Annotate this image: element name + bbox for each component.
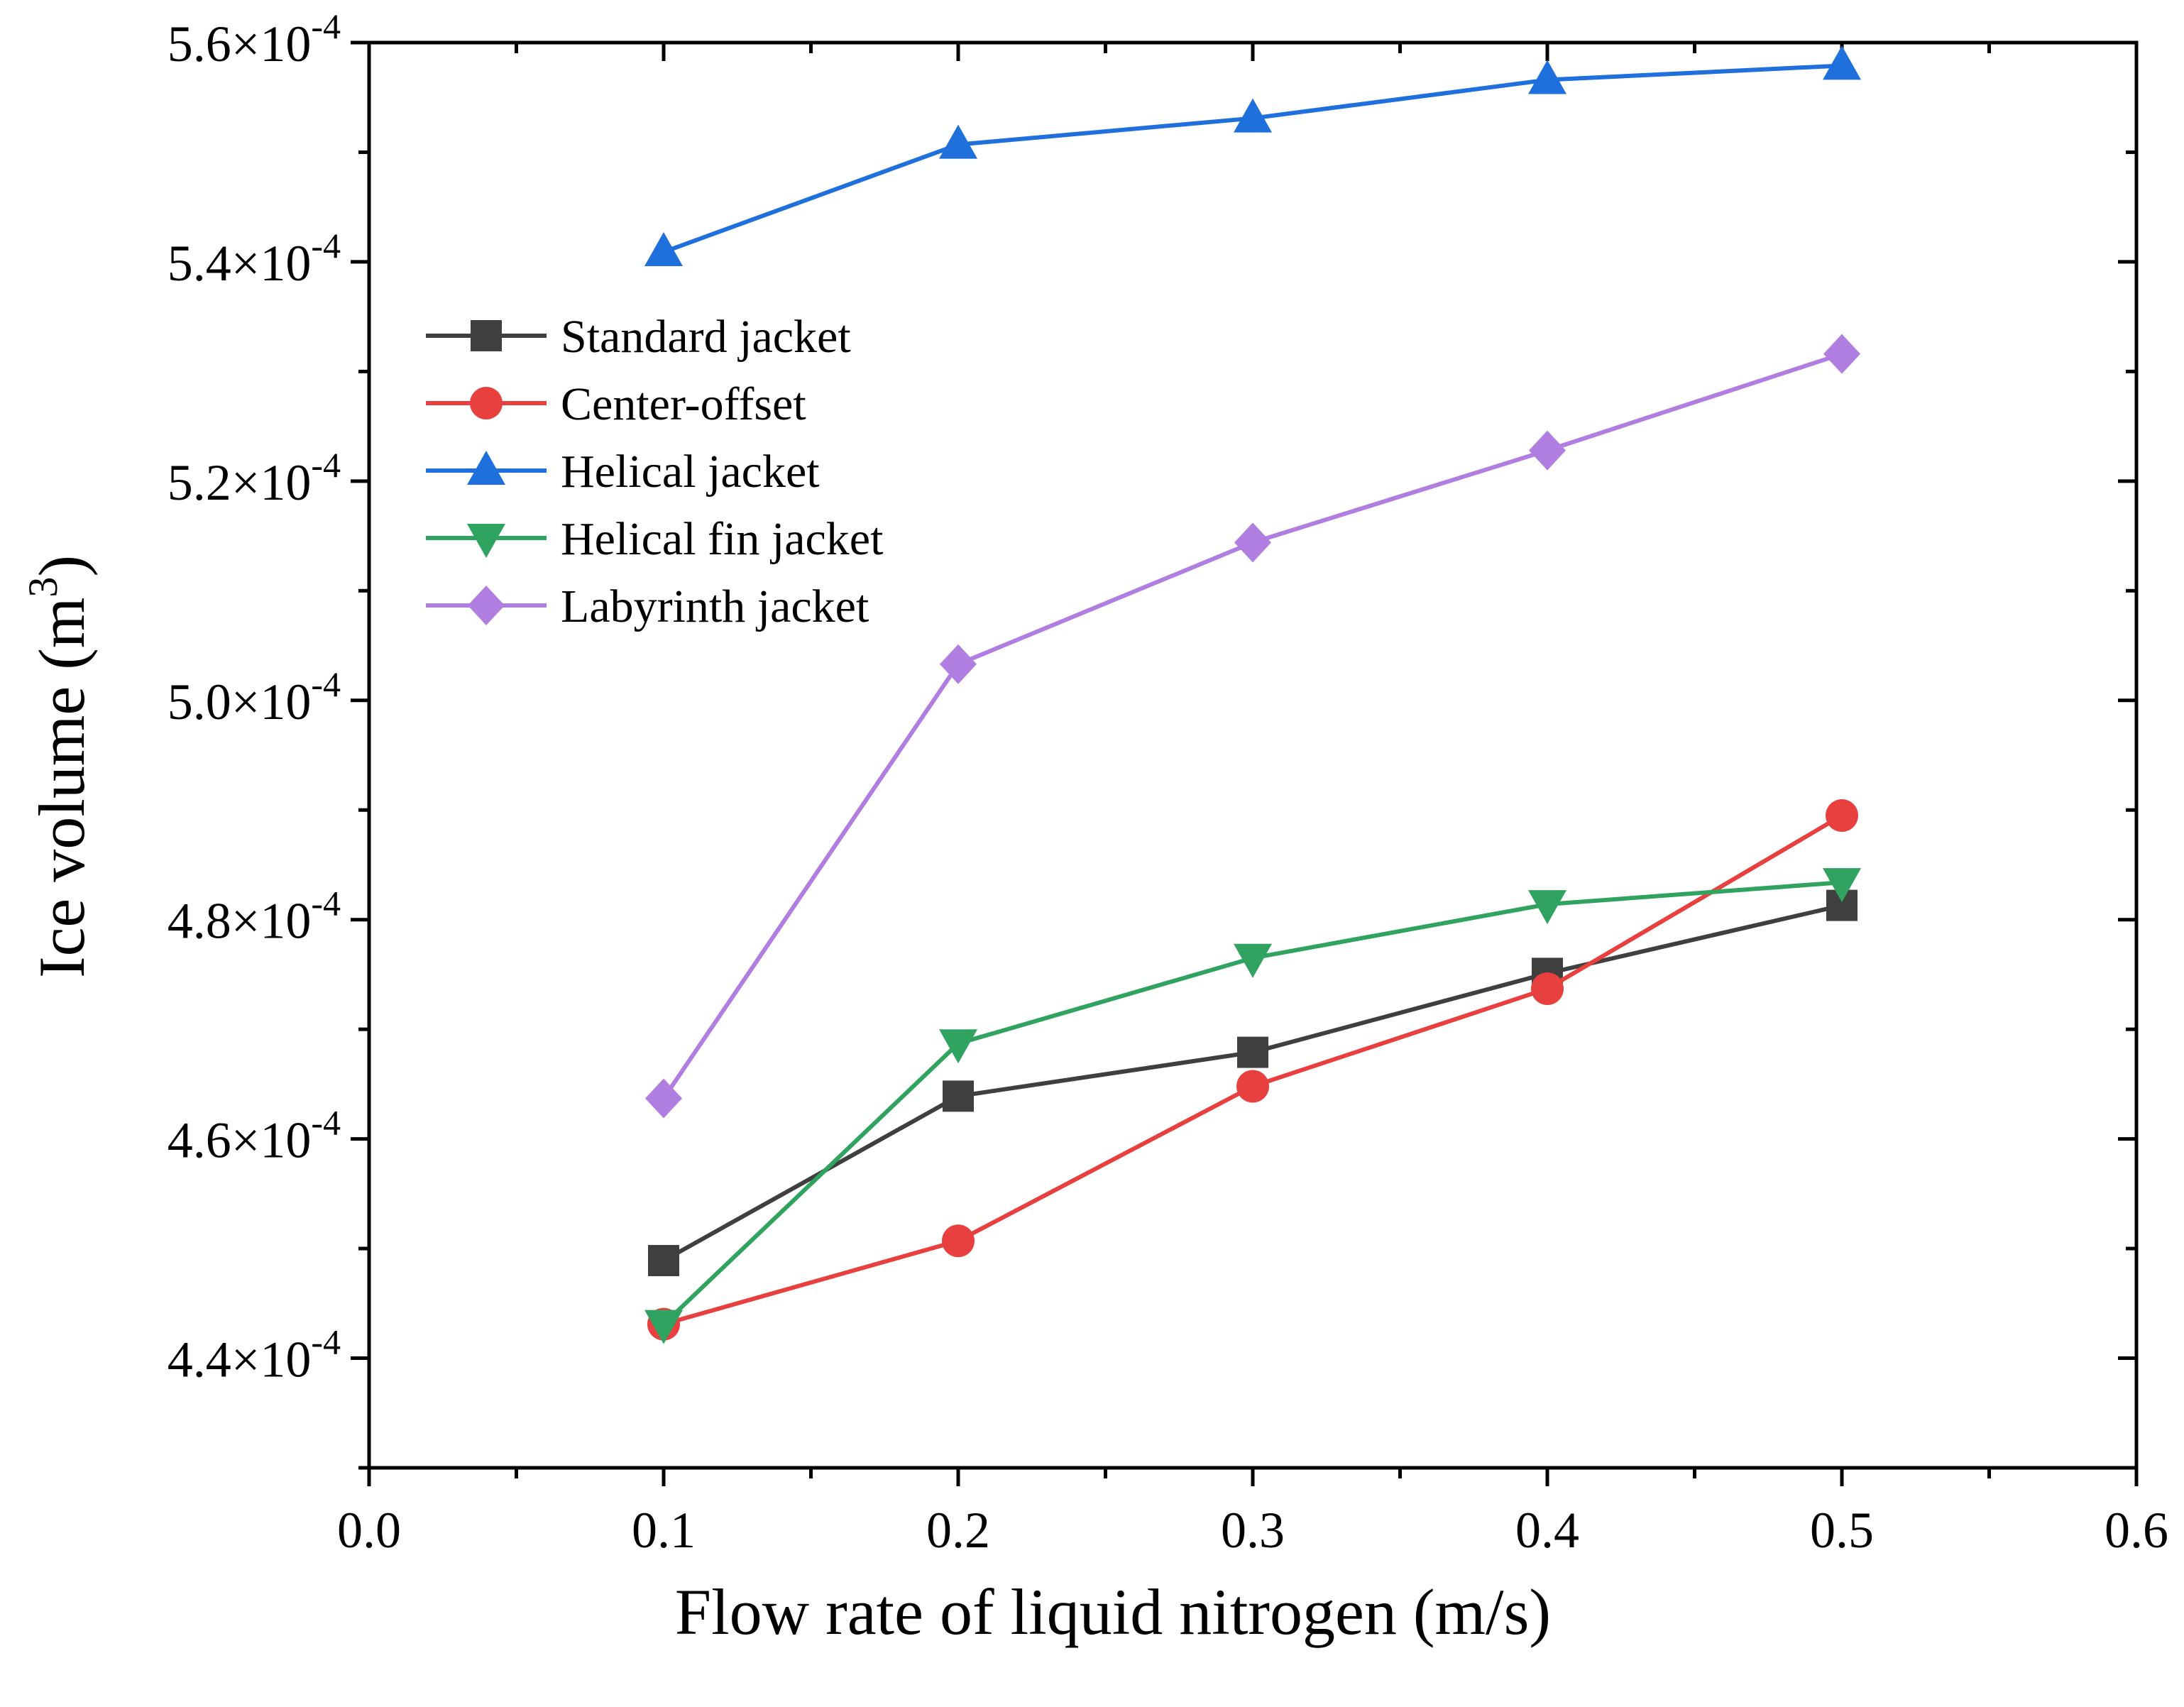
legend-label: Helical jacket — [561, 446, 820, 498]
data-point-labyrinth-jacket — [1234, 522, 1271, 563]
data-point-helical-jacket — [1823, 45, 1861, 80]
y-tick-label: 5.2×10-4 — [168, 445, 341, 511]
series-helical-jacket — [644, 45, 1861, 267]
x-axis-title: Flow rate of liquid nitrogen (m/s) — [675, 1576, 1551, 1648]
data-point-helical-fin-jacket — [1823, 868, 1861, 903]
data-point-center-offset — [1826, 798, 1858, 832]
y-tick-mantissa: 5.6×10 — [168, 16, 312, 72]
data-point-center-offset — [942, 1224, 975, 1258]
data-point-labyrinth-jacket — [645, 1078, 682, 1119]
x-tick-label: 0.3 — [1221, 1502, 1285, 1559]
data-point-standard-jacket — [943, 1080, 974, 1112]
y-tick-exponent: -4 — [311, 1103, 341, 1143]
data-point-labyrinth-jacket — [1529, 430, 1566, 471]
legend-label: Labyrinth jacket — [561, 581, 869, 632]
legend-item-helical-fin-jacket: Helical fin jacket — [426, 513, 883, 565]
y-axis: 4.4×10-44.6×10-44.8×10-45.0×10-45.2×10-4… — [168, 6, 2136, 1470]
data-point-helical-jacket — [1234, 98, 1272, 133]
legend-marker — [470, 387, 503, 419]
data-point-helical-fin-jacket — [644, 1310, 683, 1344]
data-point-helical-fin-jacket — [1528, 890, 1566, 925]
y-tick-exponent: -4 — [311, 6, 341, 46]
series-helical-fin-jacket — [644, 868, 1861, 1344]
y-tick-label: 5.4×10-4 — [168, 226, 341, 292]
data-point-standard-jacket — [648, 1245, 679, 1277]
x-axis: 0.0 0.1 0.2 0.3 0.4 0.5 0.6 — [337, 43, 2168, 1559]
legend-marker — [471, 320, 502, 351]
y-tick-mantissa: 4.6×10 — [168, 1112, 312, 1169]
legend-item-helical-jacket: Helical jacket — [426, 446, 820, 498]
legend-item-standard-jacket: Standard jacket — [426, 311, 851, 363]
legend-item-labyrinth-jacket: Labyrinth jacket — [426, 581, 869, 632]
data-point-center-offset — [1236, 1070, 1269, 1103]
y-tick-label: 5.0×10-4 — [168, 664, 341, 730]
x-tick-label: 0.4 — [1515, 1502, 1579, 1559]
y-tick-exponent: -4 — [311, 445, 341, 485]
data-point-helical-fin-jacket — [939, 1029, 977, 1064]
series-labyrinth-jacket — [645, 334, 1860, 1119]
data-point-standard-jacket — [1237, 1036, 1268, 1068]
y-axis-title-main: Ice volume (m — [26, 598, 98, 978]
data-point-labyrinth-jacket — [940, 644, 977, 684]
data-point-helical-fin-jacket — [1234, 943, 1272, 978]
legend-item-center-offset: Center-offset — [426, 378, 806, 430]
data-point-helical-jacket — [939, 124, 977, 159]
y-tick-mantissa: 4.8×10 — [168, 893, 312, 950]
legend-label: Center-offset — [561, 378, 806, 430]
data-point-helical-jacket — [644, 232, 683, 267]
y-tick-mantissa: 5.4×10 — [168, 235, 312, 292]
legend-marker — [467, 451, 505, 485]
data-point-labyrinth-jacket — [1823, 334, 1860, 374]
y-tick-label: 4.8×10-4 — [168, 884, 341, 950]
y-tick-label: 4.4×10-4 — [168, 1322, 341, 1388]
y-tick-exponent: -4 — [311, 1322, 341, 1362]
x-tick-label: 0.6 — [2105, 1502, 2168, 1559]
x-tick-label: 0.5 — [1810, 1502, 1874, 1559]
legend-label: Standard jacket — [561, 311, 851, 363]
legend-label: Helical fin jacket — [561, 513, 883, 565]
x-tick-label: 0.1 — [632, 1502, 696, 1559]
y-tick-exponent: -4 — [311, 884, 341, 923]
y-axis-title-end: ) — [26, 555, 98, 577]
x-tick-label: 0.0 — [337, 1502, 401, 1559]
series-standard-jacket — [648, 889, 1858, 1277]
y-tick-mantissa: 5.2×10 — [168, 454, 312, 511]
legend: Standard jacket Center-offset Helical jack… — [426, 311, 883, 632]
legend-marker — [468, 586, 505, 625]
y-axis-title-sup: 3 — [20, 577, 66, 598]
y-tick-exponent: -4 — [311, 664, 341, 704]
y-tick-exponent: -4 — [311, 226, 341, 265]
y-axis-title: Ice volume (m3) — [20, 555, 98, 978]
data-point-helical-jacket — [1528, 60, 1566, 94]
y-tick-label: 5.6×10-4 — [168, 6, 341, 72]
legend-marker — [467, 524, 505, 558]
y-tick-label: 4.6×10-4 — [168, 1103, 341, 1169]
y-tick-mantissa: 4.4×10 — [168, 1332, 312, 1388]
x-tick-label: 0.2 — [926, 1502, 990, 1559]
y-tick-mantissa: 5.0×10 — [168, 674, 312, 730]
series-layer — [644, 45, 1861, 1344]
data-point-center-offset — [1531, 972, 1564, 1006]
